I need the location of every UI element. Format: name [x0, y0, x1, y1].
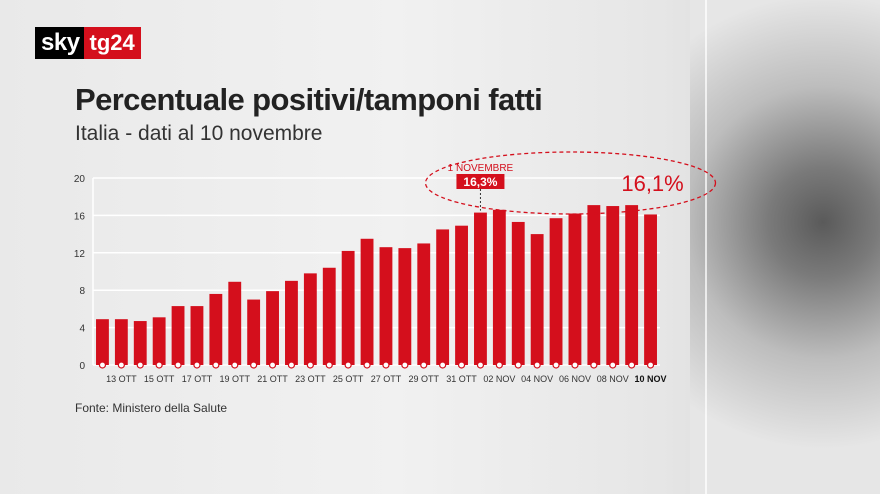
- bar-base-dot: [98, 361, 107, 369]
- bar-base-dot: [344, 361, 352, 369]
- latest-value-label: 16,1%: [621, 171, 683, 196]
- bar: [247, 299, 261, 365]
- y-tick-label: 0: [79, 361, 85, 372]
- chart-title: Percentuale positivi/tamponi fatti: [75, 82, 543, 117]
- x-tick-label: 08 NOV: [597, 374, 629, 384]
- annotation-date-label: 1 NOVEMBRE: [448, 163, 514, 174]
- bar-base-dot: [155, 361, 163, 369]
- bar: [587, 205, 601, 365]
- bar-base-dot: [552, 361, 560, 369]
- bar-base-dot: [250, 361, 258, 369]
- x-tick-label: 15 OTT: [144, 374, 175, 384]
- bar-base-dot: [268, 361, 277, 369]
- x-tick-label: 10 NOV: [635, 374, 667, 384]
- bar-base-dot: [287, 361, 296, 369]
- bar: [474, 212, 487, 365]
- bar: [171, 306, 185, 365]
- bar: [568, 213, 582, 365]
- bar: [398, 248, 412, 365]
- bar: [152, 317, 166, 365]
- bar-base-dot: [212, 361, 220, 369]
- bar-base-dot: [495, 361, 503, 369]
- x-tick-label: 21 OTT: [257, 374, 288, 384]
- y-tick-label: 16: [74, 211, 86, 222]
- x-tick-label: 25 OTT: [333, 374, 364, 384]
- bar: [511, 221, 525, 365]
- bar-base-dot: [136, 361, 144, 369]
- bar-base-dot: [439, 361, 447, 369]
- y-tick-label: 12: [74, 249, 86, 260]
- bar-base-dot: [382, 361, 390, 369]
- x-tick-label: 29 OTT: [408, 374, 439, 384]
- bar: [341, 250, 355, 365]
- bar: [360, 238, 374, 365]
- y-tick-label: 8: [79, 286, 85, 297]
- bar: [228, 281, 242, 365]
- x-tick-label: 31 OTT: [446, 374, 477, 384]
- bar-base-dot: [306, 361, 314, 369]
- bar: [644, 214, 657, 365]
- x-tick-label: 19 OTT: [219, 374, 250, 384]
- bar: [606, 206, 620, 365]
- bar: [114, 319, 128, 365]
- bar-base-dot: [628, 361, 636, 369]
- bar-base-dot: [609, 361, 617, 369]
- source-note: Fonte: Ministero della Salute: [75, 401, 228, 415]
- bar-base-dot: [476, 361, 485, 369]
- x-tick-label: 02 NOV: [483, 374, 515, 384]
- annotation-value-box: [456, 174, 505, 189]
- bar: [96, 319, 109, 365]
- x-tick-label: 06 NOV: [559, 374, 591, 384]
- bar: [492, 209, 506, 365]
- virus-image-panel: [690, 0, 880, 494]
- bar-base-dot: [514, 361, 522, 369]
- bar-base-dot: [457, 361, 466, 369]
- highlight-ellipse: [424, 151, 717, 215]
- y-tick-label: 4: [79, 324, 85, 335]
- bar-base-dot: [420, 361, 428, 369]
- x-tick-label: 17 OTT: [182, 374, 213, 384]
- x-tick-label: 23 OTT: [295, 374, 326, 384]
- panel-divider: [705, 0, 707, 494]
- bar-base-dot: [646, 361, 655, 369]
- bar: [549, 218, 563, 365]
- bar-base-dot: [325, 361, 333, 369]
- bar-base-dot: [231, 361, 239, 369]
- bar: [285, 280, 298, 365]
- bar-base-dot: [571, 361, 579, 369]
- bar: [322, 267, 336, 365]
- bar: [266, 291, 279, 365]
- bar: [436, 229, 450, 365]
- logo-tg24-text: tg24: [83, 27, 141, 59]
- bar: [190, 306, 204, 365]
- bar: [303, 273, 317, 365]
- bar: [209, 293, 223, 365]
- bar-base-dot: [363, 361, 371, 369]
- bar-base-dot: [174, 361, 182, 369]
- bar: [530, 234, 544, 365]
- bar: [379, 247, 393, 365]
- bar: [133, 321, 147, 365]
- bar-base-dot: [590, 361, 598, 369]
- annotation-value-label: 16,3%: [463, 175, 497, 189]
- y-tick-label: 20: [74, 174, 86, 185]
- x-tick-label: 04 NOV: [521, 374, 553, 384]
- bar: [455, 225, 468, 365]
- bar-base-dot: [193, 361, 201, 369]
- x-tick-label: 13 OTT: [106, 374, 137, 384]
- bar-base-dot: [117, 361, 125, 369]
- x-tick-label: 27 OTT: [371, 374, 402, 384]
- skytg24-logo: sky tg24: [35, 27, 141, 59]
- bar: [417, 243, 431, 365]
- logo-sky-text: sky: [35, 27, 84, 59]
- bar-base-dot: [401, 361, 409, 369]
- bar: [625, 205, 639, 365]
- bar-base-dot: [533, 361, 541, 369]
- chart-subtitle: Italia - dati al 10 novembre: [75, 122, 323, 145]
